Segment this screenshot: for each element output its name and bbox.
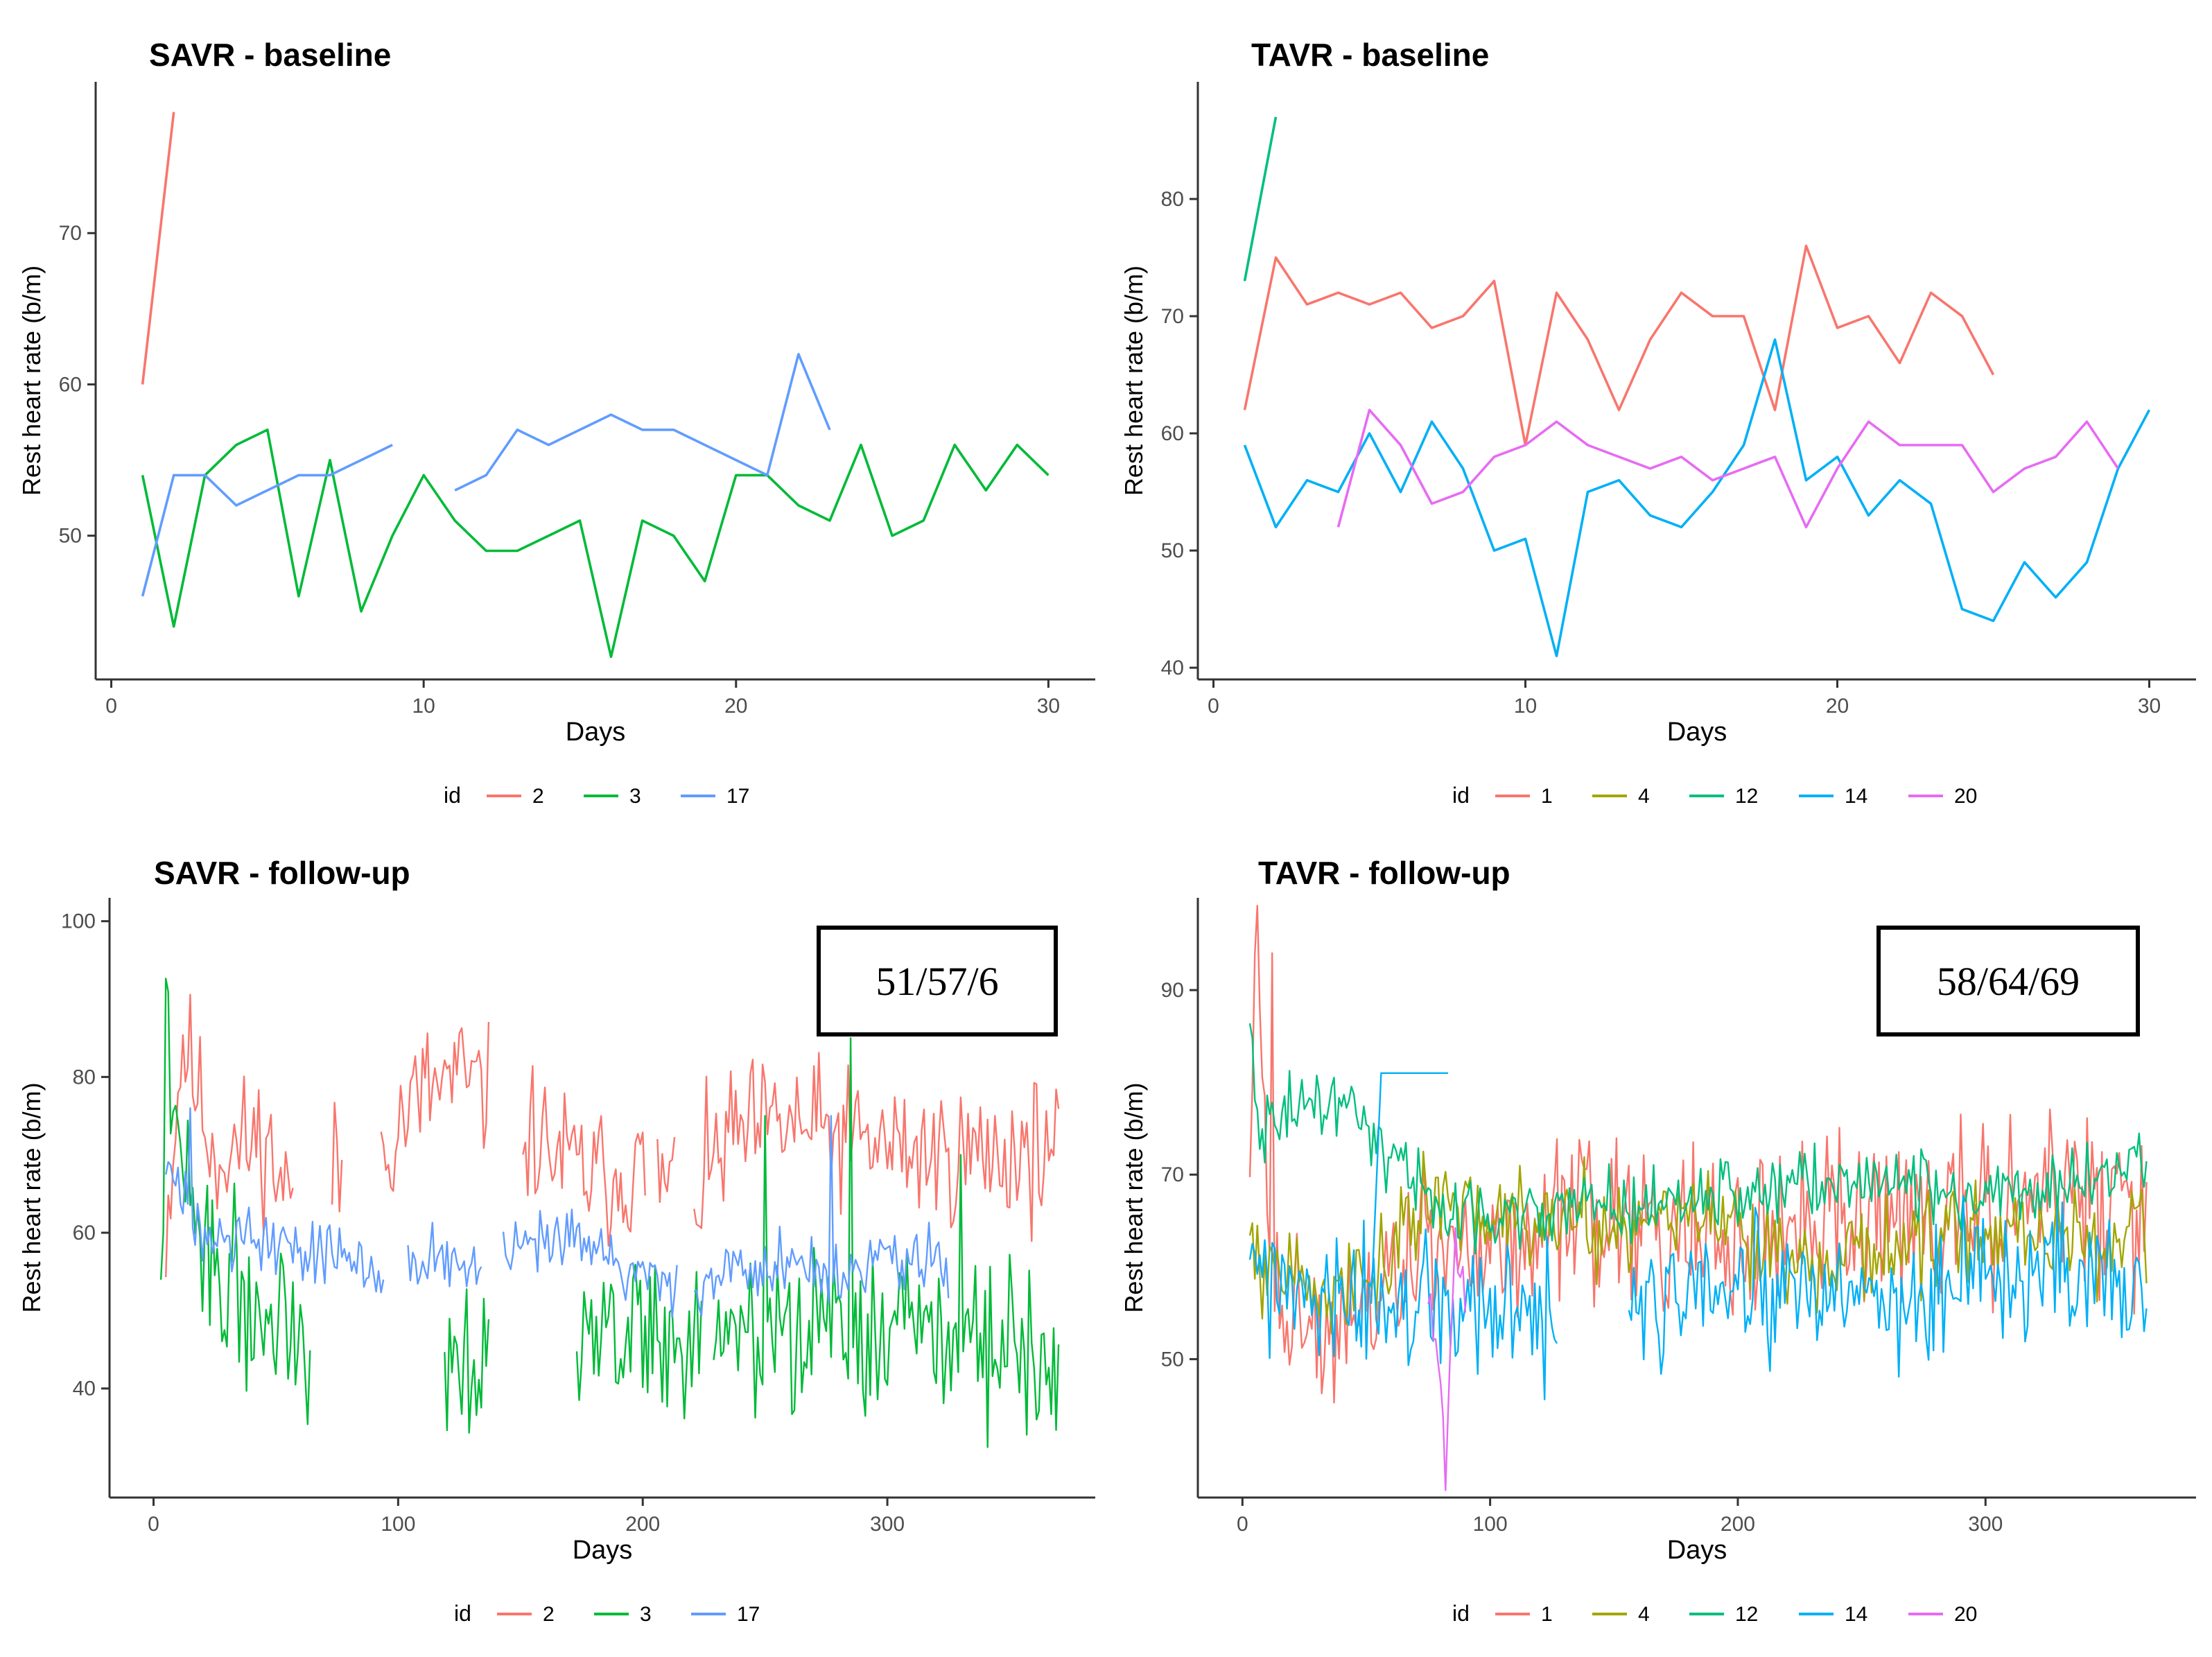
x-tick-label: 300	[1968, 1513, 2003, 1536]
chart-title: TAVR - follow-up	[1258, 855, 1510, 891]
panel-savr-followup: SAVR - follow-up 0 100 200 300 40 60 80 100 Days R…	[17, 855, 1095, 1626]
series-line-id-4	[1248, 1150, 2148, 1335]
series-line-id-12	[1248, 1023, 2148, 1255]
x-tick-label: 200	[1721, 1513, 1755, 1536]
panel-tavr-followup: TAVR - follow-up 0 100 200 300 50 70 90 Days Rest…	[1120, 855, 2196, 1626]
y-tick-label: 50	[1161, 1348, 1184, 1371]
series-line-id-1	[1243, 244, 1995, 446]
x-tick-label: 100	[1473, 1513, 1508, 1536]
y-axis-label: Rest heart rate (b/m)	[1120, 266, 1148, 496]
legend-label: 4	[1638, 1603, 1650, 1626]
series-line-id-12	[1243, 116, 1278, 281]
chart-title: SAVR - baseline	[149, 37, 391, 73]
legend-title: id	[1452, 1601, 1470, 1626]
y-tick-label: 90	[1161, 979, 1184, 1002]
panel-tavr-baseline: TAVR - baseline 0 10 20 30 40 50 60 70 80 Days Rest…	[1120, 37, 2196, 808]
legend-title: id	[454, 1601, 471, 1626]
series-line-id-3	[159, 978, 1060, 1448]
y-tick-label: 40	[73, 1378, 96, 1400]
legend-title: id	[444, 783, 461, 808]
x-tick-label: 300	[870, 1513, 905, 1536]
x-tick-label: 20	[1826, 695, 1849, 718]
y-tick-label: 80	[73, 1066, 96, 1088]
legend-label: 2	[532, 785, 544, 808]
x-tick-label: 30	[1037, 695, 1060, 718]
x-tick-label: 0	[1208, 695, 1219, 718]
y-tick-label: 60	[73, 1222, 96, 1244]
series-line-id-20	[1336, 408, 2119, 529]
x-axis-label: Days	[1667, 718, 1727, 747]
y-tick-label: 40	[1161, 657, 1184, 679]
x-tick-label: 0	[105, 695, 117, 718]
legend-label: 17	[726, 785, 749, 808]
legend-label: 20	[1954, 785, 1977, 808]
annotation-box-tavr: 58/64/69	[1876, 926, 2140, 1036]
y-axis-label: Rest heart rate (b/m)	[17, 1082, 46, 1312]
x-tick-label: 20	[724, 695, 747, 718]
series-line-id-17	[165, 1107, 950, 1319]
legend-title: id	[1452, 783, 1470, 808]
y-tick-label: 70	[1161, 1163, 1184, 1186]
y-axis-label: Rest heart rate (b/m)	[17, 266, 46, 496]
legend-label: 17	[737, 1603, 760, 1626]
legend-label: 1	[1541, 1603, 1553, 1626]
series-line-id-14	[1248, 1072, 2148, 1400]
chart-title: SAVR - follow-up	[154, 855, 410, 891]
legend-label: 1	[1541, 785, 1553, 808]
series-line-id-2	[141, 112, 175, 385]
x-tick-label: 10	[1514, 695, 1537, 718]
series-line-id-20	[1427, 1226, 1467, 1491]
y-tick-label: 50	[59, 525, 82, 548]
x-axis-label: Days	[1667, 1536, 1727, 1565]
legend-label: 14	[1845, 1603, 1867, 1626]
legend-label: 3	[640, 1603, 652, 1626]
x-tick-label: 30	[2138, 695, 2161, 718]
panel-savr-baseline: SAVR - baseline 0 10 20 30 50 60 70 Days Rest hea…	[17, 37, 1095, 808]
y-tick-label: 50	[1161, 539, 1184, 562]
legend-label: 20	[1954, 1603, 1977, 1626]
x-tick-label: 200	[625, 1513, 660, 1536]
legend-label: 2	[543, 1603, 555, 1626]
chart-title: TAVR - baseline	[1251, 37, 1489, 73]
y-tick-label: 80	[1161, 188, 1184, 211]
y-tick-label: 100	[61, 910, 96, 933]
series-line-id-14	[1243, 338, 2151, 657]
x-axis-label: Days	[566, 718, 626, 747]
series-line-id-17	[141, 353, 831, 597]
legend-label: 14	[1845, 785, 1867, 808]
y-axis-label: Rest heart rate (b/m)	[1120, 1082, 1148, 1312]
legend-label: 12	[1735, 785, 1758, 808]
series-line-id-2	[165, 994, 1060, 1278]
y-tick-label: 70	[1161, 305, 1184, 328]
series-line-id-3	[141, 428, 1050, 659]
x-tick-label: 0	[1237, 1513, 1248, 1536]
legend-label: 3	[629, 785, 641, 808]
y-tick-label: 60	[1161, 422, 1184, 445]
legend-label: 4	[1638, 785, 1650, 808]
annotation-box-savr: 51/57/6	[817, 926, 1058, 1036]
x-axis-label: Days	[573, 1536, 633, 1565]
legend-label: 12	[1735, 1603, 1758, 1626]
y-tick-label: 70	[59, 222, 82, 245]
y-tick-label: 60	[59, 373, 82, 396]
x-tick-label: 100	[381, 1513, 415, 1536]
x-tick-label: 0	[148, 1513, 159, 1536]
x-tick-label: 10	[412, 695, 435, 718]
